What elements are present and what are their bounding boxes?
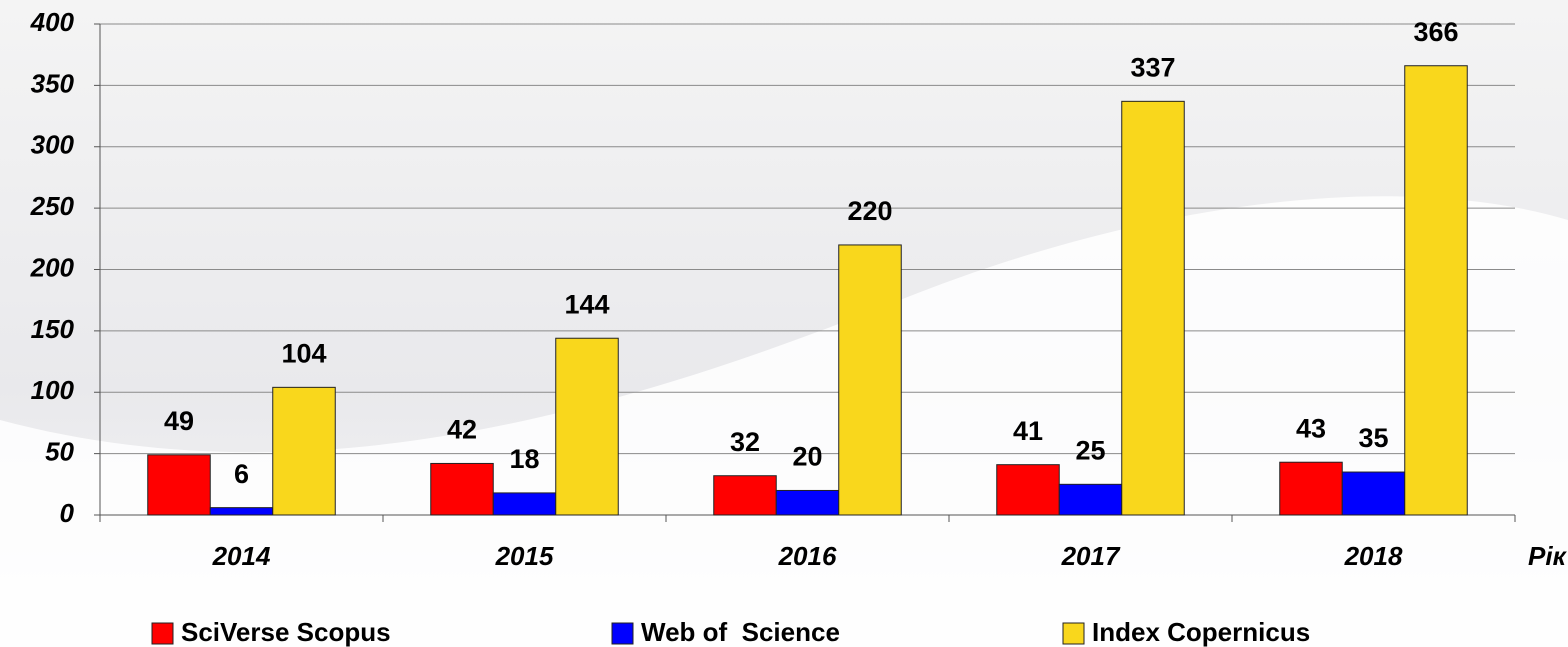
legend-label: SciVerse Scopus (181, 617, 391, 647)
bar (147, 454, 211, 516)
value-label: 6 (234, 459, 249, 489)
bar (1279, 461, 1343, 516)
bar (1341, 471, 1406, 516)
value-label: 366 (1413, 17, 1458, 47)
value-label: 32 (730, 427, 760, 457)
value-label: 144 (564, 289, 609, 319)
bar (209, 507, 274, 516)
x-tick-label: 2015 (495, 541, 554, 571)
bar (555, 337, 619, 516)
bar (713, 475, 777, 516)
legend-swatch (611, 622, 634, 645)
x-tick-label: 2017 (1061, 541, 1121, 571)
value-label: 49 (164, 406, 194, 436)
legend-swatch (1062, 622, 1085, 645)
y-tick-label: 350 (31, 68, 75, 98)
value-label: 41 (1013, 416, 1043, 446)
legend-label: Index Copernicus (1092, 617, 1310, 647)
value-label: 43 (1296, 413, 1326, 443)
x-tick-label: 2018 (1344, 541, 1403, 571)
value-label: 25 (1075, 435, 1105, 465)
value-label: 42 (447, 415, 477, 445)
y-tick-label: 100 (31, 375, 75, 405)
bar (996, 464, 1060, 516)
y-tick-label: 50 (45, 437, 74, 467)
x-tick-label: 2016 (778, 541, 837, 571)
value-label: 20 (792, 442, 822, 472)
y-tick-label: 150 (31, 314, 75, 344)
bar (1121, 100, 1185, 516)
value-label: 18 (509, 444, 539, 474)
bar (1058, 483, 1123, 516)
bar (492, 492, 557, 516)
y-tick-label: 0 (60, 498, 75, 528)
y-tick-label: 400 (30, 7, 75, 37)
value-label: 35 (1358, 423, 1388, 453)
value-label: 220 (847, 196, 892, 226)
bar (1404, 65, 1468, 516)
y-tick-label: 200 (30, 252, 75, 282)
x-axis-label: Рік (1528, 541, 1568, 571)
legend-swatch (151, 622, 174, 645)
value-label: 337 (1130, 52, 1175, 82)
x-tick-label: 2014 (212, 541, 271, 571)
bar (838, 244, 902, 516)
bar (430, 462, 494, 516)
bar (775, 489, 840, 516)
value-label: 104 (281, 338, 326, 368)
bar (272, 386, 336, 516)
y-tick-label: 300 (31, 130, 75, 160)
legend-label: Web of Science (641, 617, 840, 647)
y-tick-label: 250 (30, 191, 75, 221)
